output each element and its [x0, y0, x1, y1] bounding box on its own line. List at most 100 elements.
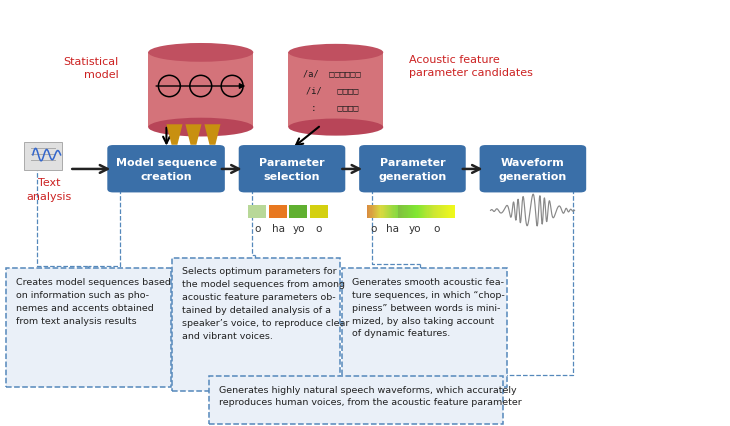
Bar [370, 205, 372, 218]
Text: Parameter
selection: Parameter selection [259, 158, 325, 181]
Bar [418, 205, 419, 218]
Text: o: o [434, 224, 439, 234]
Bar [380, 205, 381, 218]
Bar [423, 205, 425, 218]
Bar [374, 205, 375, 218]
Bar [391, 205, 393, 218]
Bar [429, 205, 431, 218]
Text: Creates model sequences based
on information such as pho-
nemes and accents obta: Creates model sequences based on informa… [16, 277, 171, 325]
Bar [407, 205, 408, 218]
Bar [377, 205, 378, 218]
Bar [248, 205, 266, 218]
Bar [439, 205, 441, 218]
Bar [396, 205, 397, 218]
Bar [389, 205, 391, 218]
Bar [437, 205, 438, 218]
FancyBboxPatch shape [480, 146, 586, 193]
Bar [383, 205, 384, 218]
Ellipse shape [148, 118, 253, 137]
Text: ha: ha [272, 224, 285, 234]
Polygon shape [204, 125, 220, 145]
Bar [398, 205, 399, 218]
Ellipse shape [148, 44, 253, 63]
Bar [399, 205, 400, 218]
Bar [445, 205, 446, 218]
Bar [447, 205, 448, 218]
FancyBboxPatch shape [239, 146, 345, 193]
Text: Generates smooth acoustic fea-
ture sequences, in which “chop-
piness” between w: Generates smooth acoustic fea- ture sequ… [352, 277, 504, 337]
Bar [422, 205, 423, 218]
Bar [428, 205, 429, 218]
Bar [434, 205, 435, 218]
Text: /i/   □□□□: /i/ □□□□ [306, 86, 358, 95]
Text: Waveform
generation: Waveform generation [499, 158, 567, 181]
Bar [453, 205, 456, 218]
Bar [433, 205, 434, 218]
Bar [450, 205, 452, 218]
Bar [406, 205, 407, 218]
FancyBboxPatch shape [359, 146, 466, 193]
Bar [441, 205, 442, 218]
Bar [378, 205, 380, 218]
Bar [435, 205, 437, 218]
Bar [444, 205, 445, 218]
Text: yo: yo [292, 224, 305, 234]
Bar [372, 205, 373, 218]
Bar [393, 205, 395, 218]
Bar [385, 205, 387, 218]
FancyBboxPatch shape [24, 142, 62, 170]
Bar [429, 205, 430, 218]
Bar [420, 205, 421, 218]
Text: yo: yo [409, 224, 422, 234]
Bar [412, 205, 413, 218]
Bar [388, 205, 390, 218]
Bar [289, 205, 307, 218]
Bar [425, 205, 426, 218]
Bar [451, 205, 453, 218]
Text: ha: ha [386, 224, 399, 234]
Bar [420, 205, 422, 218]
Bar [269, 205, 287, 218]
Bar [413, 205, 415, 218]
Bar [449, 205, 450, 218]
Bar [437, 205, 439, 218]
Bar [384, 205, 385, 218]
Bar [375, 205, 377, 218]
Bar [404, 205, 406, 218]
Bar [380, 205, 382, 218]
Bar [446, 205, 447, 218]
Bar [385, 205, 386, 218]
FancyBboxPatch shape [107, 146, 225, 193]
Text: o: o [316, 224, 322, 234]
Bar [400, 205, 402, 218]
FancyBboxPatch shape [172, 258, 340, 391]
Bar [415, 205, 417, 218]
Bar [442, 205, 444, 218]
Bar [402, 205, 403, 218]
Bar [431, 205, 432, 218]
Bar [148, 53, 253, 128]
Polygon shape [166, 125, 182, 145]
Bar [402, 205, 404, 218]
Text: /a/  □□□□□□: /a/ □□□□□□ [303, 69, 361, 78]
Bar [438, 205, 439, 218]
Bar [390, 205, 391, 218]
Bar [432, 205, 434, 218]
Text: Parameter
generation: Parameter generation [378, 158, 447, 181]
Bar [369, 205, 371, 218]
Polygon shape [185, 125, 201, 145]
Bar [426, 205, 428, 218]
Text: Model sequence
creation: Model sequence creation [115, 158, 217, 181]
Text: Text
analysis: Text analysis [26, 178, 72, 201]
Bar [448, 205, 450, 218]
FancyBboxPatch shape [6, 269, 171, 387]
Bar [397, 205, 399, 218]
Bar [368, 205, 369, 218]
Bar [394, 205, 396, 218]
Text: Generates highly natural speech waveforms, which accurately
reproduces human voi: Generates highly natural speech waveform… [219, 385, 522, 406]
Bar [411, 205, 412, 218]
FancyBboxPatch shape [209, 376, 503, 424]
Bar [310, 205, 328, 218]
Bar [407, 205, 409, 218]
Bar [288, 53, 383, 128]
